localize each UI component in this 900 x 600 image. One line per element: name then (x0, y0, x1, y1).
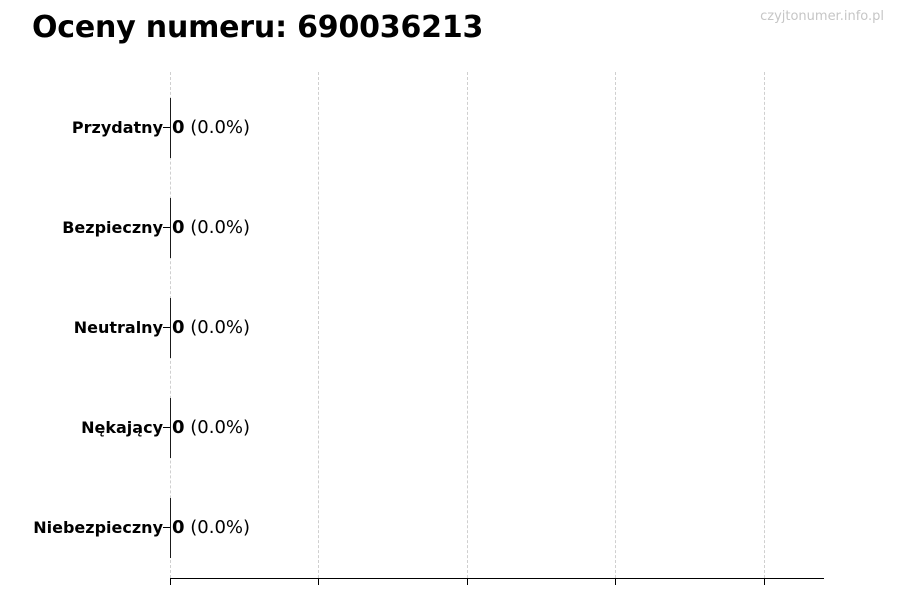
y-axis-tick-4 (163, 527, 170, 528)
gridline-4 (764, 72, 765, 578)
bar-value-nekajacy: 0 (0.0%) (172, 415, 250, 441)
bar-percent-niebezpieczny: (0.0%) (190, 517, 251, 538)
bar-nekajacy[interactable] (170, 398, 171, 458)
y-axis-tick-1 (163, 227, 170, 228)
bar-count-neutralny: 0 (172, 317, 185, 338)
bar-row: Przydatny 0 (0.0%) (0, 78, 900, 178)
y-axis-tick-3 (163, 427, 170, 428)
bar-neutralny[interactable] (170, 298, 171, 358)
gridline-3 (615, 72, 616, 578)
x-axis-tick-3 (615, 578, 616, 585)
category-label-przydatny: Przydatny (71, 118, 163, 137)
x-axis-tick-4 (764, 578, 765, 585)
bar-row: Nękający 0 (0.0%) (0, 378, 900, 478)
bar-niebezpieczny[interactable] (170, 498, 171, 558)
bar-percent-nekajacy: (0.0%) (190, 417, 251, 438)
y-axis-tick-2 (163, 327, 170, 328)
bar-percent-bezpieczny: (0.0%) (190, 217, 251, 238)
category-label-niebezpieczny: Niebezpieczny (33, 518, 163, 537)
category-label-bezpieczny: Bezpieczny (62, 218, 163, 237)
bar-count-bezpieczny: 0 (172, 217, 185, 238)
bar-percent-neutralny: (0.0%) (190, 317, 251, 338)
bar-row: Bezpieczny 0 (0.0%) (0, 178, 900, 278)
x-axis-tick-2 (467, 578, 468, 585)
bar-count-niebezpieczny: 0 (172, 517, 185, 538)
gridline-1 (318, 72, 319, 578)
bar-row: Niebezpieczny 0 (0.0%) (0, 478, 900, 578)
x-axis-tick-1 (318, 578, 319, 585)
category-label-neutralny: Neutralny (73, 318, 163, 337)
gridline-2 (467, 72, 468, 578)
bar-count-przydatny: 0 (172, 117, 185, 138)
bar-value-bezpieczny: 0 (0.0%) (172, 215, 250, 241)
bar-value-niebezpieczny: 0 (0.0%) (172, 515, 250, 541)
y-axis-tick-0 (163, 127, 170, 128)
bar-bezpieczny[interactable] (170, 198, 171, 258)
page-title: Oceny numeru: 690036213 (32, 10, 484, 45)
bar-row: Neutralny 0 (0.0%) (0, 278, 900, 378)
x-axis-line (170, 578, 824, 579)
bar-value-przydatny: 0 (0.0%) (172, 115, 250, 141)
site-watermark: czyjtonumer.info.pl (760, 9, 884, 24)
bar-value-neutralny: 0 (0.0%) (172, 315, 250, 341)
category-label-nekajacy: Nękający (81, 418, 163, 437)
bar-percent-przydatny: (0.0%) (190, 117, 251, 138)
bar-przydatny[interactable] (170, 98, 171, 158)
x-axis-tick-0 (170, 578, 171, 585)
bar-count-nekajacy: 0 (172, 417, 185, 438)
